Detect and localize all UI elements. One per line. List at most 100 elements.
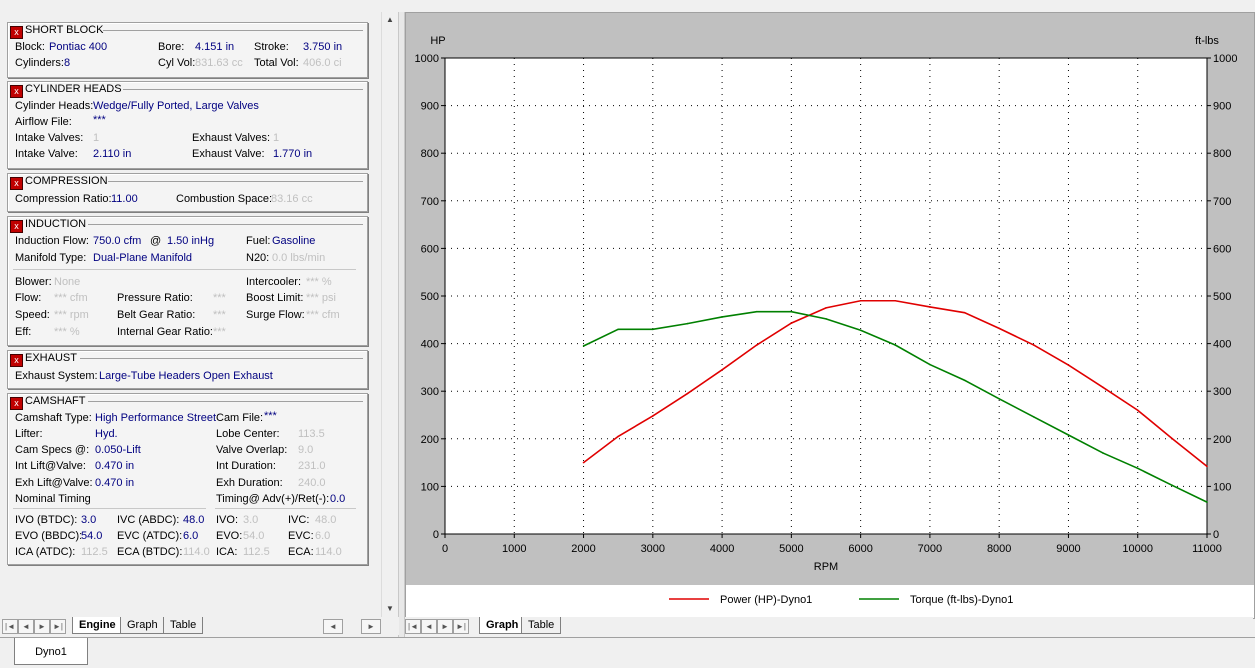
- pressure-ratio-label: Pressure Ratio:: [117, 292, 193, 304]
- next-tab-icon[interactable]: ►: [34, 619, 50, 634]
- lobe-center-label: Lobe Center:: [216, 428, 280, 440]
- close-icon[interactable]: x: [10, 354, 23, 367]
- prev-tab-icon[interactable]: ◄: [18, 619, 34, 634]
- exh-lift-value[interactable]: 0.470 in: [95, 477, 135, 489]
- close-icon[interactable]: x: [10, 397, 23, 410]
- x-tick-label: 7000: [918, 543, 942, 555]
- next-tab-icon[interactable]: ►: [437, 619, 453, 634]
- hscroll-right-icon[interactable]: ►: [361, 619, 381, 634]
- cylinders-value[interactable]: 8: [64, 57, 71, 69]
- ivc-value[interactable]: 48.0: [183, 514, 205, 526]
- y2-tick-label: 300: [1213, 386, 1231, 398]
- surge-flow-label: Surge Flow:: [246, 309, 305, 321]
- ivo-label: IVO (BTDC):: [15, 514, 78, 526]
- scroll-down-icon[interactable]: ▼: [382, 601, 398, 617]
- close-icon[interactable]: x: [10, 177, 23, 190]
- divider: [80, 358, 363, 359]
- divider: [13, 269, 356, 270]
- induction-header: x INDUCTION: [10, 217, 86, 233]
- evc-value[interactable]: 6.0: [183, 530, 199, 542]
- x-tick-label: 6000: [848, 543, 872, 555]
- induction-flow-value[interactable]: 750.0 cfm: [93, 235, 142, 247]
- cam-specs-label: Cam Specs @:: [15, 444, 90, 456]
- eff-value: *** %: [54, 326, 80, 338]
- manifold-value[interactable]: Dual-Plane Manifold: [93, 252, 193, 264]
- exhaust-valves-label: Exhaust Valves:: [192, 132, 271, 144]
- bore-value[interactable]: 4.151 in: [195, 41, 235, 53]
- y-tick-label: 700: [421, 196, 439, 208]
- blower-value: None: [54, 276, 81, 288]
- cam-file-value[interactable]: ***: [264, 410, 277, 422]
- at-value[interactable]: 1.50 inHg: [167, 235, 215, 247]
- dyno-chart[interactable]: 0 1000 2000 3000 4000 5000 6000 7000 8000 9000 100…: [406, 13, 1254, 618]
- block-value[interactable]: Pontiac 400: [49, 41, 108, 53]
- ivo-adj-label: IVO:: [216, 514, 239, 526]
- data-point: [652, 328, 654, 331]
- close-icon[interactable]: x: [10, 85, 23, 98]
- int-lift-value[interactable]: 0.470 in: [95, 460, 135, 472]
- tab-graph-right[interactable]: Graph: [479, 617, 526, 634]
- y-tick-label: 0: [433, 529, 439, 541]
- data-point: [1067, 364, 1070, 366]
- first-tab-icon[interactable]: |◄: [2, 619, 18, 634]
- tab-dyno1[interactable]: Dyno1: [14, 638, 88, 665]
- scroll-up-icon[interactable]: ▲: [382, 12, 398, 28]
- compression-ratio-value[interactable]: 11.00: [111, 193, 138, 205]
- camshaft-type-value[interactable]: High Performance Street: [95, 412, 217, 424]
- intake-valves-value: 1: [93, 132, 100, 144]
- data-point: [686, 322, 689, 325]
- y2-tick-label: 0: [1213, 529, 1219, 541]
- cylvol-label: Cyl Vol:: [158, 57, 196, 69]
- y-tick-label: 600: [421, 243, 439, 255]
- stroke-value[interactable]: 3.750 in: [303, 41, 343, 53]
- camshaft-panel: x CAMSHAFT Camshaft Type: High Performanc…: [7, 393, 368, 565]
- y-tick-label: 800: [421, 148, 439, 160]
- cam-specs-value[interactable]: 0.050-Lift: [95, 444, 141, 456]
- int-lift-label: Int Lift@Valve:: [15, 460, 86, 472]
- lifter-value[interactable]: Hyd.: [95, 428, 118, 440]
- data-point: [998, 327, 1000, 330]
- hscroll-left-icon[interactable]: ◄: [323, 619, 343, 634]
- ica-adj-value: 112.5: [243, 546, 270, 558]
- eca-adj-label: ECA:: [288, 546, 314, 558]
- exhaust-valve-label: Exhaust Valve:: [192, 148, 265, 160]
- tab-table-left[interactable]: Table: [163, 617, 204, 634]
- data-point: [652, 415, 654, 417]
- tab-graph-left[interactable]: Graph: [120, 617, 165, 634]
- eca-value: 114.0: [183, 546, 210, 558]
- data-point: [1206, 465, 1208, 468]
- exhaust-system-value[interactable]: Large-Tube Headers Open Exhaust: [99, 370, 273, 382]
- heads-value[interactable]: Wedge/Fully Ported, Large Valves: [93, 100, 259, 112]
- totalvol-label: Total Vol:: [254, 57, 299, 69]
- evc-adj-label: EVC:: [288, 530, 314, 542]
- close-icon[interactable]: x: [10, 26, 23, 39]
- left-pane-scrollbar[interactable]: ▲ ▼: [381, 12, 398, 619]
- airflow-value[interactable]: ***: [93, 114, 106, 126]
- fuel-value[interactable]: Gasoline: [272, 235, 316, 247]
- data-point: [859, 329, 862, 332]
- evo-value[interactable]: 54.0: [81, 530, 103, 542]
- timing-value[interactable]: 0.0: [330, 493, 346, 505]
- data-point: [859, 299, 862, 302]
- ivo-value[interactable]: 3.0: [81, 514, 97, 526]
- last-tab-icon[interactable]: ►|: [50, 619, 66, 634]
- x-tick-label: 1000: [502, 543, 526, 555]
- divider: [88, 224, 363, 225]
- last-tab-icon[interactable]: ►|: [453, 619, 469, 634]
- tab-engine[interactable]: Engine: [72, 617, 123, 634]
- lifter-label: Lifter:: [15, 428, 43, 440]
- exhaust-valve-value[interactable]: 1.770 in: [273, 148, 313, 160]
- pane-splitter[interactable]: [398, 12, 405, 637]
- data-point: [755, 310, 758, 313]
- intake-valve-value[interactable]: 2.110 in: [93, 148, 132, 160]
- block-label: Block:: [15, 41, 45, 53]
- tab-table-right[interactable]: Table: [521, 617, 562, 634]
- data-point: [963, 379, 966, 382]
- prev-tab-icon[interactable]: ◄: [421, 619, 437, 634]
- close-icon[interactable]: x: [10, 220, 23, 233]
- divider: [13, 508, 206, 509]
- first-tab-icon[interactable]: |◄: [405, 619, 421, 634]
- ivo-adj-value: 3.0: [243, 514, 259, 526]
- y2-axis-title: ft-lbs: [1195, 35, 1219, 47]
- grid: [445, 58, 1207, 534]
